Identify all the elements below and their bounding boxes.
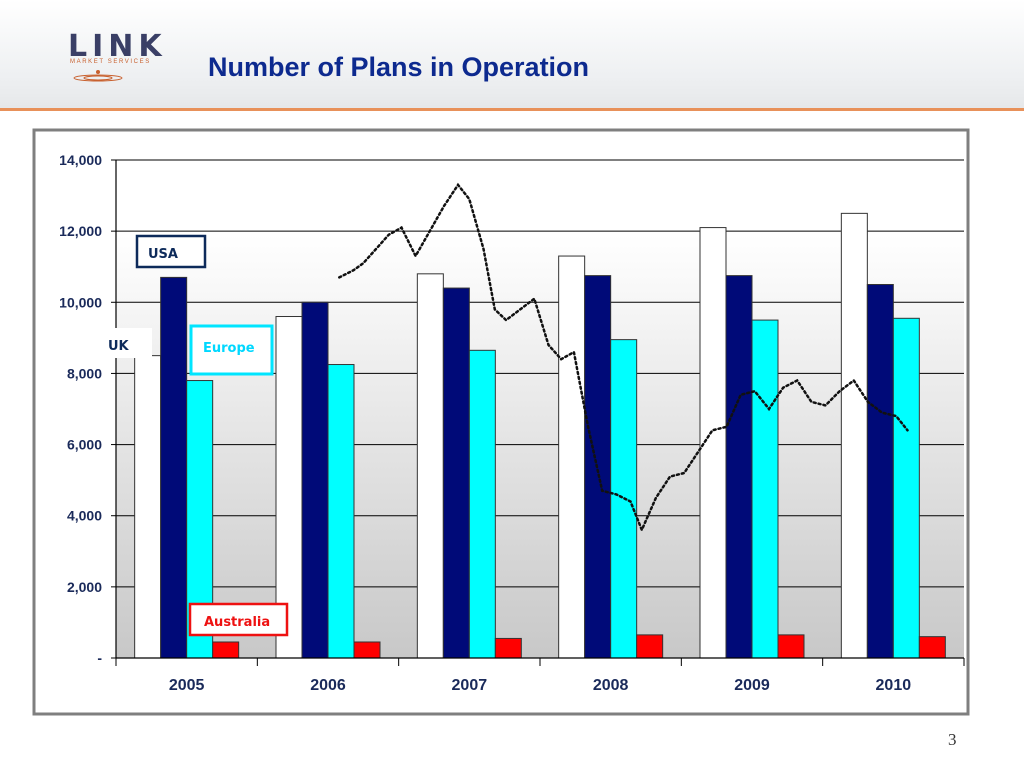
bar-europe-2006 — [327, 364, 355, 659]
bar-uk-2010 — [840, 212, 868, 659]
y-tick-label: 4,000 — [67, 508, 102, 524]
y-tick-label: 14,000 — [59, 152, 102, 168]
x-tick-label: 2008 — [593, 677, 629, 694]
bar-usa-2006 — [301, 301, 329, 659]
bar-europe-2010 — [892, 317, 920, 659]
y-tick-label: 8,000 — [67, 365, 102, 381]
bar-europe-2007 — [468, 349, 496, 659]
logo-word: LINK — [68, 29, 167, 64]
bar-uk-2005 — [134, 355, 162, 659]
bar-australia-2007 — [494, 637, 522, 659]
logo-subtext: MARKET SERVICES — [70, 59, 151, 65]
x-tick-label: 2006 — [310, 677, 346, 694]
usa-label-box: USA — [135, 234, 207, 269]
bar-australia-2009 — [777, 634, 805, 659]
plans-chart: -2,0004,0006,0008,00010,00012,00014,000 … — [32, 128, 970, 716]
bar-australia-2005 — [212, 641, 240, 659]
bar-europe-2009 — [751, 319, 779, 659]
bar-usa-2007 — [442, 287, 470, 659]
bar-uk-2007 — [416, 273, 444, 659]
bar-uk-2009 — [699, 227, 727, 659]
bar-australia-2008 — [636, 634, 664, 659]
y-tick-label: 6,000 — [67, 437, 102, 453]
x-tick-label: 2007 — [452, 677, 488, 694]
bar-usa-2005 — [160, 276, 188, 659]
x-tick-label: 2010 — [876, 677, 912, 694]
australia-label-box: Australia — [188, 602, 289, 637]
x-tick-label: 2009 — [734, 677, 770, 694]
bar-australia-2006 — [353, 641, 381, 659]
y-tick-label: 2,000 — [67, 579, 102, 595]
bar-australia-2010 — [918, 636, 946, 659]
logo-ripple-icon — [73, 70, 123, 82]
bar-uk-2006 — [275, 316, 303, 659]
overlay-dotted-line — [338, 182, 909, 534]
europe-label-box: Europe — [189, 324, 274, 376]
slide-title: Number of Plans in Operation — [208, 52, 590, 82]
uk-label: UK — [108, 339, 130, 354]
australia-label: Australia — [204, 615, 270, 630]
y-tick-label: - — [97, 650, 102, 666]
y-tick-label: 12,000 — [59, 223, 102, 239]
link-logo: LINK MARKET SERVICES — [68, 32, 168, 88]
header-rule — [0, 108, 1024, 111]
page-number: 3 — [948, 730, 957, 749]
uk-label-box: UK — [100, 328, 152, 358]
usa-label: USA — [148, 247, 178, 262]
y-tick-label: 10,000 — [59, 294, 102, 310]
plot-area — [116, 160, 964, 658]
europe-label: Europe — [203, 341, 255, 356]
bar-uk-2008 — [558, 255, 586, 659]
bar-usa-2010 — [866, 284, 894, 659]
header-band — [0, 0, 1024, 108]
bar-usa-2009 — [725, 275, 753, 659]
x-tick-label: 2005 — [169, 677, 205, 694]
